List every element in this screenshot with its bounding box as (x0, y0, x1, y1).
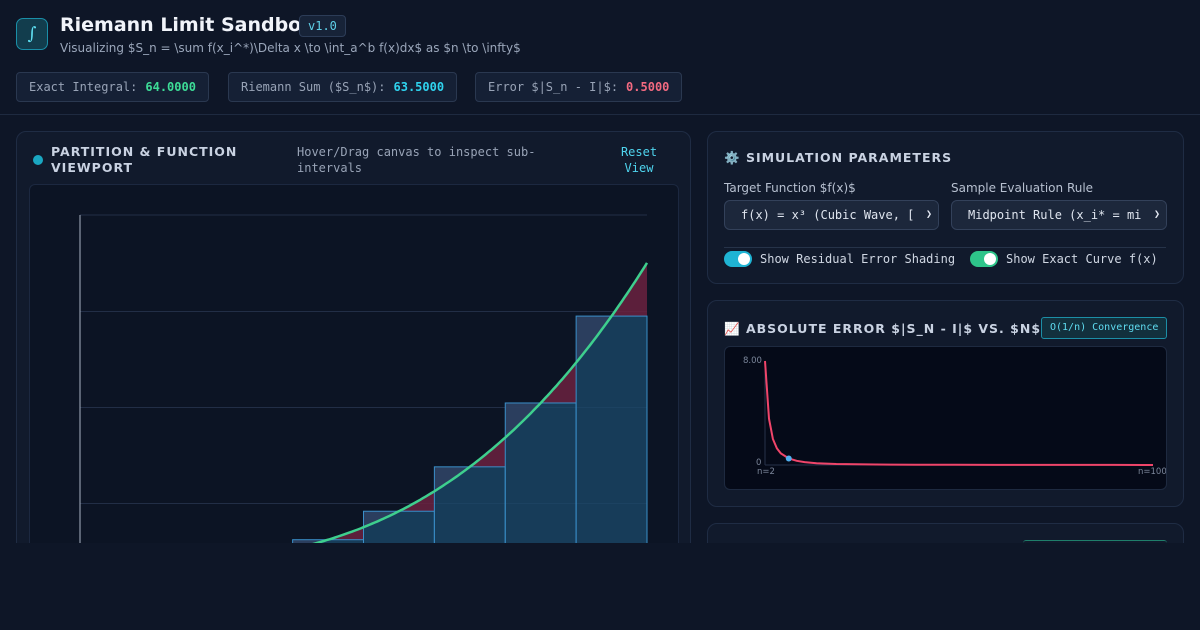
rule-label: Sample Evaluation Rule (951, 181, 1094, 195)
viewport-title: Partition & Function Viewport (51, 144, 238, 175)
sample-rule-select[interactable]: Midpoint Rule (x_i* = mi ❯ (951, 200, 1167, 230)
function-label: Target Function $f(x)$ (724, 181, 856, 195)
y-tick-label: 8.00 (743, 356, 762, 366)
gear-icon: ⚙️ (724, 150, 741, 165)
app-header: ∫ Riemann Limit Sandbox v1.0 Visualizing… (0, 0, 1200, 115)
status-dot-icon (33, 155, 43, 165)
error-value: 0.5000 (626, 80, 670, 94)
chart-up-icon: 📈 (724, 321, 741, 336)
parameters-title: ⚙️ Simulation Parameters (724, 150, 952, 166)
function-plot[interactable] (30, 185, 679, 584)
panel-badge-edge (1023, 540, 1167, 543)
x-tick-label: n=2 (757, 467, 775, 477)
exact-integral-stat: Exact Integral: 64.0000 (16, 72, 209, 102)
riemann-sum-stat: Riemann Sum ($S_n$): 63.5000 (228, 72, 458, 102)
function-canvas[interactable] (29, 184, 679, 584)
app-subtitle: Visualizing $S_n = \sum f(x_i^*)\Delta x… (60, 41, 521, 55)
reset-view-button[interactable]: Reset View (620, 145, 658, 175)
error-chart: 8.00 0 n=2 n=100 (724, 346, 1167, 490)
toggle-knob (738, 253, 750, 265)
stat-label: Error $|S_n - I|$: (488, 80, 619, 94)
sample-rule-value: Midpoint Rule (x_i* = mi (968, 208, 1142, 222)
target-function-select[interactable]: f(x) = x³ (Cubic Wave, [ ❯ (724, 200, 939, 230)
error-series-line (764, 360, 1154, 466)
simulation-parameters-panel: ⚙️ Simulation Parameters Target Function… (707, 131, 1184, 284)
y-tick-label: 0 (756, 458, 762, 468)
stat-label: Exact Integral: (29, 80, 138, 94)
exact-curve-toggle[interactable] (970, 251, 998, 267)
error-chart-svg (764, 360, 1154, 466)
riemann-rectangle[interactable] (575, 315, 648, 584)
riemann-sum-value: 63.5000 (393, 80, 445, 94)
chevron-down-icon: ❯ (1148, 201, 1166, 229)
toggle-knob (984, 253, 996, 265)
error-stat: Error $|S_n - I|$: 0.5000 (475, 72, 683, 102)
viewport-hint: Hover/Drag canvas to inspect sub-interva… (297, 145, 536, 175)
residual-shading-toggle[interactable] (724, 251, 752, 267)
error-title: 📈 Absolute Error $|S_N - I|$ vs. $N$ (724, 321, 1041, 337)
convergence-badge: O(1/n) Convergence (1041, 317, 1168, 339)
error-title-text: Absolute Error $|S_N - I|$ vs. $N$ (745, 321, 1042, 336)
partition-viewport-panel: Partition & Function Viewport Hover/Drag… (16, 131, 691, 601)
parameters-title-text: Simulation Parameters (745, 150, 953, 165)
target-function-value: f(x) = x³ (Cubic Wave, [ (741, 208, 915, 222)
integral-logo-icon: ∫ (16, 18, 48, 50)
app-title: Riemann Limit Sandbox (60, 14, 314, 36)
page-footer-area (0, 543, 1200, 630)
stat-label: Riemann Sum ($S_n$): (241, 80, 386, 94)
absolute-error-panel: 📈 Absolute Error $|S_N - I|$ vs. $N$ O(1… (707, 300, 1184, 507)
x-tick-label: n=100 (1138, 467, 1167, 477)
divider (724, 247, 1166, 248)
version-badge: v1.0 (299, 15, 346, 37)
residual-shading-label: Show Residual Error Shading (760, 252, 956, 266)
chevron-down-icon: ❯ (920, 201, 938, 229)
exact-integral-value: 64.0000 (145, 80, 196, 94)
exact-curve-label: Show Exact Curve f(x) (1006, 252, 1158, 266)
current-n-marker (785, 455, 792, 462)
